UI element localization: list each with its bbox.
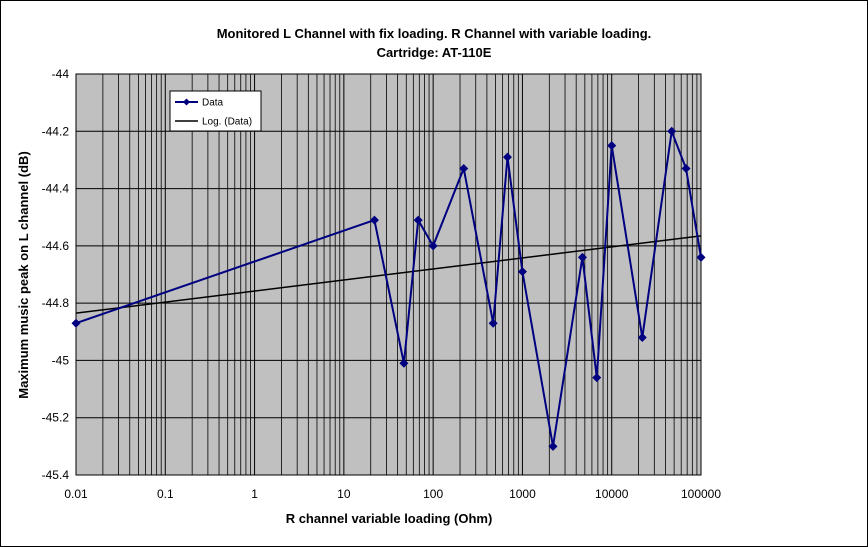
chart-title: Monitored L Channel with fix loading. R … — [217, 26, 652, 41]
y-axis-label: Maximum music peak on L channel (dB) — [16, 151, 31, 399]
data-point — [577, 252, 587, 262]
data-point — [607, 141, 617, 151]
y-tick-label: -45 — [52, 353, 70, 367]
data-point — [399, 358, 409, 368]
x-tick-label: 0.01 — [64, 487, 88, 501]
x-tick-label: 10000 — [595, 487, 629, 501]
data-point — [502, 152, 512, 162]
data-point — [667, 126, 677, 136]
y-tick-label: -44.6 — [42, 239, 70, 253]
data-point — [71, 318, 81, 328]
y-tick-label: -45.4 — [42, 468, 70, 482]
data-point — [637, 333, 647, 343]
data-point — [428, 241, 438, 251]
x-tick-label: 100000 — [681, 487, 721, 501]
x-axis-label: R channel variable loading (Ohm) — [286, 511, 493, 526]
chart-subtitle: Cartridge: AT-110E — [377, 45, 492, 60]
data-point — [459, 164, 469, 174]
legend-data-label: Data — [202, 98, 224, 109]
data-point — [681, 164, 691, 174]
data-point — [548, 441, 558, 451]
tick-labels: -44 -44.2 -44.4 -44.6 -44.8 -45 -45.2 -45.4 0.01… — [42, 67, 722, 501]
y-tick-label: -44.2 — [42, 124, 70, 138]
series-layer — [71, 126, 706, 451]
grid — [76, 74, 701, 475]
y-tick-label: -44.8 — [42, 296, 70, 310]
data-point — [369, 215, 379, 225]
data-point — [592, 373, 602, 383]
data-point — [488, 318, 498, 328]
legend-data-marker — [183, 98, 190, 106]
x-tick-label: 100 — [423, 487, 443, 501]
trendline — [75, 235, 702, 314]
legend-trend-label: Log. (Data) — [202, 117, 252, 128]
y-tick-label: -45.2 — [42, 411, 70, 425]
legend-box — [169, 90, 262, 132]
x-tick-label: 1 — [251, 487, 258, 501]
y-tick-label: -44.4 — [42, 182, 70, 196]
x-tick-label: 0.1 — [157, 487, 174, 501]
legend: Data Log. (Data) — [169, 90, 262, 132]
data-point — [696, 252, 706, 262]
x-tick-label: 1000 — [509, 487, 536, 501]
data-point — [413, 215, 423, 225]
x-tick-label: 10 — [337, 487, 351, 501]
y-tick-label: -44 — [52, 67, 70, 81]
data-point — [517, 267, 527, 277]
